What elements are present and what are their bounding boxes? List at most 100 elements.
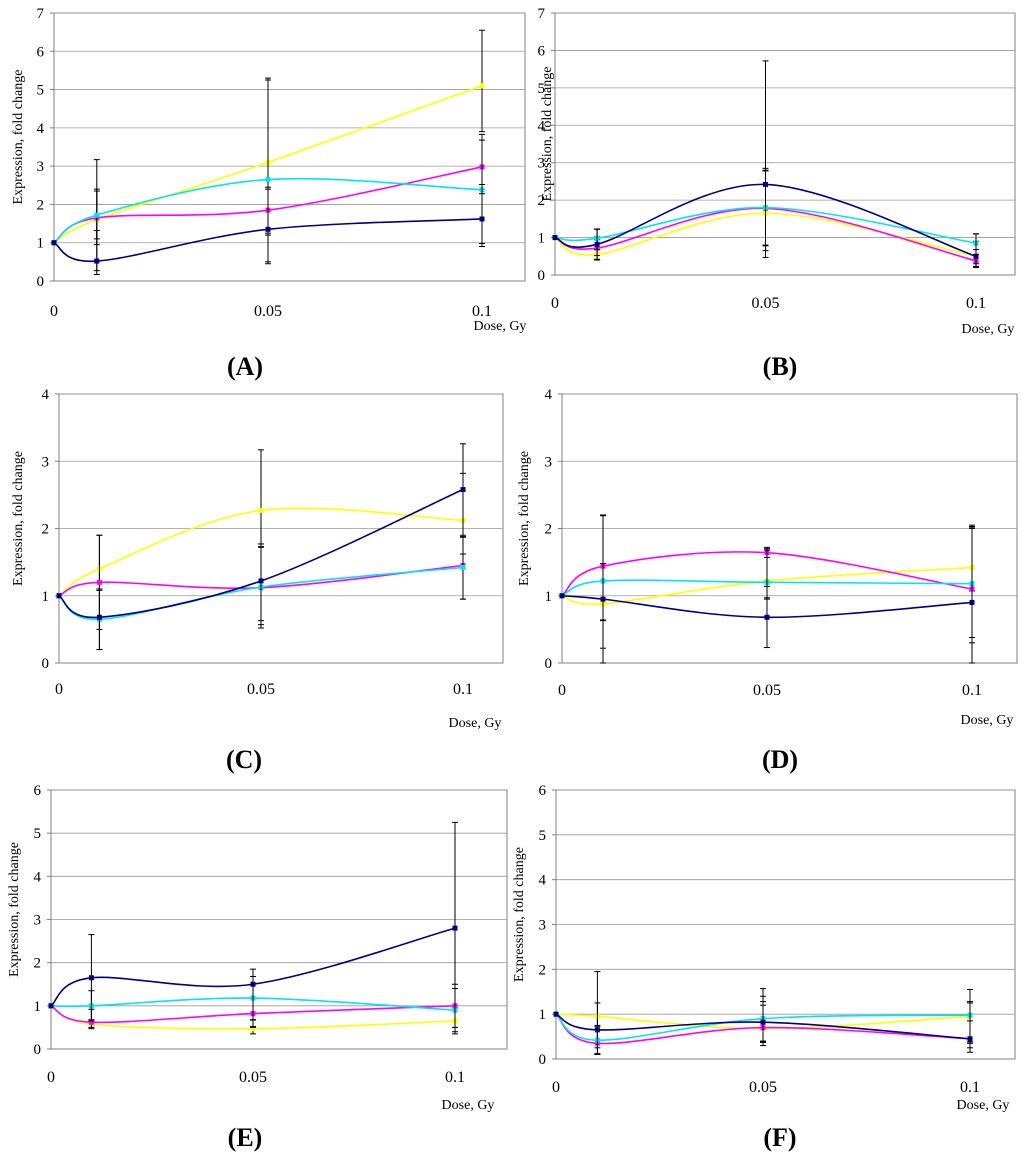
y-axis-title: Expression, fold change [540, 67, 555, 202]
y-tick-label: 0 [34, 1042, 42, 1058]
y-tick-label: 4 [42, 387, 50, 403]
data-point [96, 614, 102, 620]
y-tick-label: 3 [539, 918, 547, 934]
y-tick-label: 3 [545, 454, 553, 470]
series-line-1 [58, 507, 464, 597]
plot-area-A [53, 12, 526, 282]
x-tick-label: 0 [47, 1069, 55, 1086]
x-tick-label: 0 [551, 295, 559, 312]
data-point [250, 981, 256, 987]
y-tick-label: 6 [539, 783, 547, 799]
panel-caption: (B) [763, 352, 798, 381]
data-point [973, 253, 979, 259]
data-point [56, 593, 62, 599]
y-tick-label: 5 [37, 83, 45, 99]
y-tick-label: 4 [539, 873, 547, 889]
y-axis-title: Expression, fold change [11, 70, 26, 205]
series-line-3 [554, 206, 977, 244]
x-tick-label: 0.05 [753, 682, 781, 699]
series-line-4 [50, 927, 456, 1007]
y-tick-label: 6 [538, 43, 546, 59]
series-line-4 [561, 594, 973, 619]
y-tick-label: 3 [538, 156, 546, 172]
x-axis-title: Dose, Gy [442, 1098, 495, 1113]
x-tick-label: 0.1 [962, 682, 982, 699]
x-tick-label: 0 [50, 303, 58, 320]
data-point [258, 507, 264, 513]
y-tick-label: 2 [538, 193, 546, 209]
x-tick-label: 0 [552, 1079, 560, 1096]
y-tick-label: 3 [34, 913, 42, 929]
y-tick-label: 0 [42, 656, 50, 672]
data-point [553, 1011, 559, 1017]
series-line-3 [50, 997, 456, 1011]
x-tick-label: 0.1 [966, 295, 986, 312]
y-tick-label: 4 [545, 387, 553, 403]
y-tick-label: 3 [42, 454, 50, 470]
data-point [51, 240, 57, 246]
y-tick-label: 1 [34, 999, 42, 1015]
y-tick-label: 3 [37, 159, 45, 175]
y-tick-label: 7 [37, 6, 45, 22]
data-point [258, 578, 264, 584]
y-tick-label: 6 [34, 783, 42, 799]
series-line-1 [555, 1013, 971, 1030]
x-tick-label: 0.05 [254, 303, 282, 320]
y-tick-label: 4 [538, 118, 546, 134]
y-axis-title: Expression, fold change [11, 451, 26, 586]
y-axis-title: Expression, fold change [7, 842, 22, 977]
y-tick-label: 5 [538, 81, 546, 97]
data-point [600, 596, 606, 602]
series-line-2 [561, 551, 973, 597]
panel-F: 0 1 2 3 4 5 6 0 0.05 0.1 Expression, fold change Do… [512, 783, 1016, 1152]
panel-E: 0 1 2 3 4 5 6 0 0.05 0.1 Expression, fold change Do… [7, 783, 508, 1152]
x-axis-title: Dose, Gy [474, 319, 527, 334]
series-line-4 [58, 488, 464, 619]
data-point [967, 1036, 973, 1042]
y-tick-label: 7 [538, 6, 546, 22]
series-line-2 [554, 207, 977, 262]
series-line-1 [561, 566, 973, 606]
y-tick-label: 0 [538, 268, 546, 284]
y-axis-title: Expression, fold change [512, 847, 527, 982]
data-point [265, 177, 271, 183]
panel-caption: (D) [762, 745, 798, 774]
data-point [460, 486, 466, 492]
data-point [760, 1019, 766, 1025]
data-point [594, 1027, 600, 1033]
data-point [479, 216, 485, 222]
data-point [559, 593, 565, 599]
series-line-3 [561, 579, 973, 597]
y-tick-label: 5 [34, 826, 42, 842]
series-line-4 [555, 1013, 971, 1040]
x-axis-title: Dose, Gy [957, 1098, 1010, 1113]
y-tick-label: 2 [37, 197, 45, 213]
y-tick-label: 1 [37, 236, 45, 252]
x-tick-label: 0.05 [239, 1069, 267, 1086]
x-axis-title: Dose, Gy [962, 322, 1015, 337]
y-axis-title: Expression, fold change [517, 451, 532, 586]
series-line-4 [554, 183, 977, 258]
x-tick-label: 0.1 [472, 303, 492, 320]
series-line-4 [53, 218, 483, 262]
panel-caption: (E) [228, 1123, 263, 1152]
y-tick-label: 1 [538, 231, 546, 247]
series-line-1 [554, 212, 977, 258]
y-tick-label: 0 [37, 274, 45, 290]
y-tick-label: 4 [34, 869, 42, 885]
data-point [594, 241, 600, 247]
y-tick-label: 4 [37, 121, 45, 137]
data-point [479, 83, 485, 89]
data-point [552, 235, 558, 241]
panel-caption: (A) [227, 352, 263, 381]
panel-caption: (C) [226, 745, 262, 774]
series-line-1 [53, 84, 483, 244]
data-point [250, 1026, 256, 1032]
data-point [764, 614, 770, 620]
panel-caption: (F) [763, 1123, 796, 1152]
y-tick-label: 6 [37, 44, 45, 60]
data-point [94, 258, 100, 264]
data-point [460, 565, 466, 571]
series-line-2 [50, 1005, 456, 1024]
